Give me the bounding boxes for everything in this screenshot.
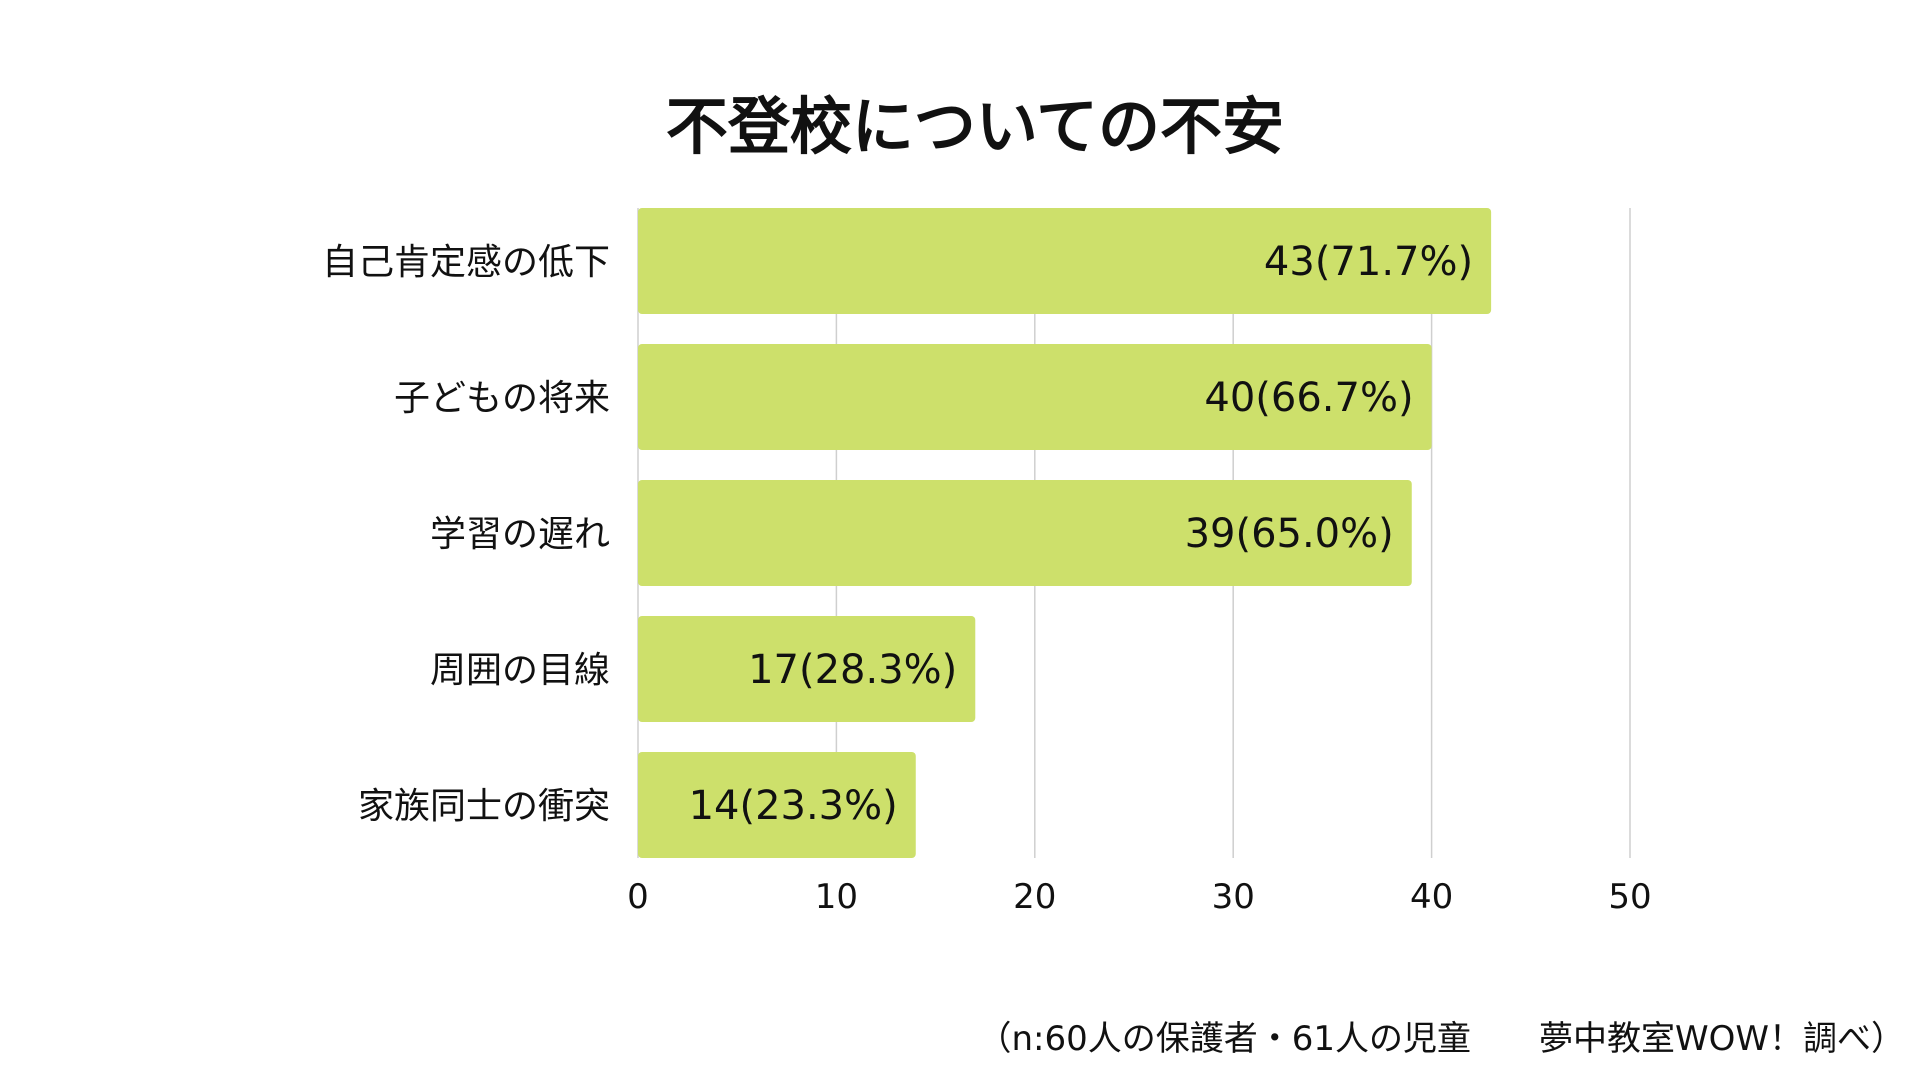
source-note: （n:60人の保護者・61人の児童 夢中教室WOW！調べ） (977, 1019, 1905, 1059)
x-tick-label-40: 40 (1410, 877, 1453, 917)
x-tick-label-10: 10 (815, 877, 858, 917)
category-label-0: 自己肯定感の低下 (322, 242, 610, 283)
labels: 0 10 20 30 40 50 自己肯定感の低下 43(71.7%) 子どもの将来 40(66.… (322, 239, 1652, 917)
bar-4 (638, 752, 916, 858)
data-label-4: 14(23.3%) (689, 783, 898, 829)
data-label-1: 40(66.7%) (1204, 375, 1413, 421)
bar-2 (638, 480, 1412, 586)
category-label-2: 学習の遅れ (430, 514, 610, 555)
bars (638, 208, 1492, 858)
bar-1 (638, 344, 1432, 450)
category-label-3: 周囲の目線 (430, 650, 610, 691)
bar-0 (638, 208, 1492, 314)
x-tick-label-30: 30 (1212, 877, 1255, 917)
x-tick-label-20: 20 (1013, 877, 1056, 917)
data-label-0: 43(71.7%) (1264, 239, 1473, 285)
x-tick-label-0: 0 (627, 877, 649, 917)
data-label-2: 39(65.0%) (1185, 511, 1394, 557)
category-label-1: 子どもの将来 (394, 378, 610, 419)
category-label-4: 家族同士の衝突 (358, 786, 610, 827)
data-label-3: 17(28.3%) (748, 647, 957, 693)
x-tick-label-50: 50 (1608, 877, 1651, 917)
bar-3 (638, 616, 976, 722)
chart-title: 不登校についての不安 (666, 90, 1284, 163)
